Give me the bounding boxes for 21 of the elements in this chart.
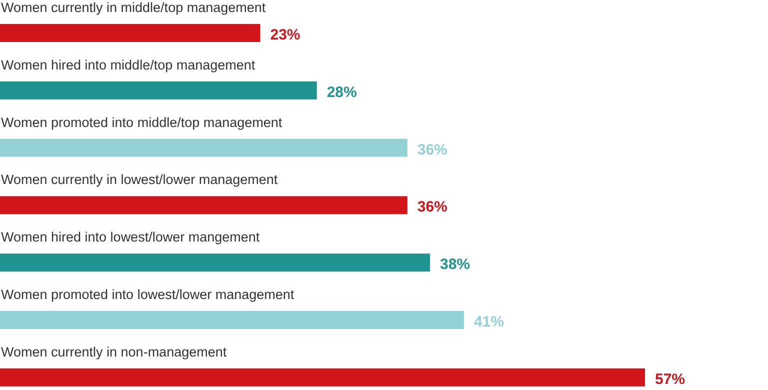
bar [0, 81, 317, 100]
bar [0, 24, 260, 42]
bar [0, 311, 464, 329]
y-tick-label: Women promoted into lowest/lower management [1, 287, 294, 302]
data-label: 23% [270, 26, 300, 44]
y-tick-label: Women currently in non-management [1, 344, 227, 360]
data-label: 38% [440, 256, 470, 274]
bar [0, 138, 408, 157]
data-label: 57% [655, 370, 686, 388]
y-tick-label: Women currently in lowest/lower management [1, 172, 278, 188]
bar [0, 368, 645, 386]
data-label: 28% [326, 84, 357, 101]
bar [0, 254, 430, 272]
y-tick-label: Women hired into middle/top management [1, 57, 256, 72]
y-tick-label: Women currently in middle/top management [1, 0, 266, 15]
data-label: 36% [417, 198, 448, 216]
bar [0, 196, 408, 214]
y-tick-label: Women hired into lowest/lower mangement [1, 230, 260, 245]
data-label: 41% [474, 314, 504, 330]
y-tick-label: Women promoted into middle/top management [1, 114, 282, 130]
data-label: 36% [417, 141, 448, 158]
